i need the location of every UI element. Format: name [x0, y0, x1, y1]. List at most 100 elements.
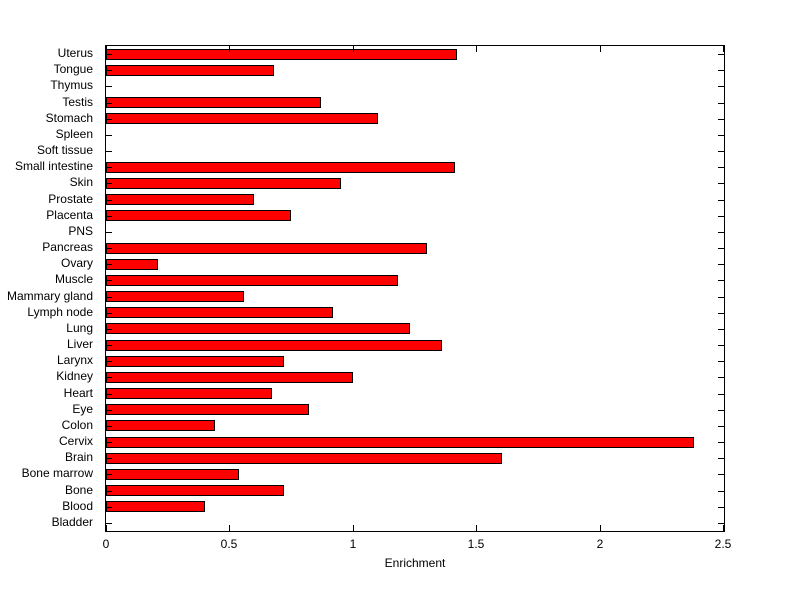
y-tick-label: Lymph node [27, 305, 93, 319]
bar-prostate [106, 194, 254, 205]
bar-ovary [106, 259, 158, 270]
y-tick-right [718, 135, 724, 136]
y-tick-left [106, 410, 112, 411]
y-tick-right [718, 167, 724, 168]
y-tick-label: Uterus [57, 46, 93, 60]
x-tick-bottom [106, 525, 107, 531]
y-tick-left [106, 183, 112, 184]
y-tick-left [106, 426, 112, 427]
y-tick-label: Lung [66, 321, 93, 335]
bar-bone-marrow [106, 469, 239, 480]
y-tick-right [718, 280, 724, 281]
y-tick-left [106, 103, 112, 104]
bar-small-intestine [106, 162, 455, 173]
bar-liver [106, 340, 442, 351]
y-tick-right [718, 491, 724, 492]
bar-skin [106, 178, 341, 189]
y-tick-right [718, 103, 724, 104]
y-tick-label: Blood [62, 499, 93, 513]
y-tick-label: Cervix [58, 434, 93, 448]
y-tick-right [718, 474, 724, 475]
y-tick-label: Pancreas [42, 240, 93, 254]
y-tick-label: Tongue [53, 62, 93, 76]
y-tick-left [106, 523, 112, 524]
y-tick-right [718, 361, 724, 362]
bar-testis [106, 97, 321, 108]
bar-placenta [106, 210, 291, 221]
bar-heart [106, 388, 272, 399]
y-tick-left [106, 458, 112, 459]
y-tick-right [718, 410, 724, 411]
y-tick-left [106, 200, 112, 201]
x-tick-bottom [353, 525, 354, 531]
y-axis-labels: Uterus Tongue Thymus Testis Stomach Spleen Sof… [0, 45, 100, 532]
y-tick-left [106, 491, 112, 492]
x-tick-top [600, 46, 601, 52]
y-tick-label: Ovary [60, 256, 93, 270]
y-tick-left [106, 377, 112, 378]
y-tick-left [106, 232, 112, 233]
y-tick-label: PNS [68, 224, 93, 238]
y-tick-left [106, 135, 112, 136]
y-tick-label: Skin [69, 175, 93, 189]
bar-colon [106, 420, 215, 431]
y-tick-right [718, 313, 724, 314]
y-tick-label: Muscle [54, 272, 93, 286]
x-tick-top [229, 46, 230, 52]
x-tick-bottom [600, 525, 601, 531]
y-tick-label: Bone marrow [21, 466, 93, 480]
y-tick-label: Heart [63, 386, 93, 400]
y-tick-right [718, 200, 724, 201]
y-tick-right [718, 523, 724, 524]
y-tick-left [106, 345, 112, 346]
y-tick-left [106, 264, 112, 265]
y-tick-left [106, 329, 112, 330]
x-tick-label: 1.5 [467, 537, 485, 551]
y-tick-left [106, 442, 112, 443]
y-tick-left [106, 119, 112, 120]
y-tick-left [106, 54, 112, 55]
bar-uterus [106, 49, 457, 60]
y-tick-right [718, 458, 724, 459]
y-tick-label: Prostate [48, 192, 93, 206]
x-tick-label: 2.5 [714, 537, 732, 551]
y-tick-right [718, 232, 724, 233]
x-tick-label: 2 [596, 537, 604, 551]
y-tick-right [718, 377, 724, 378]
bar-brain [106, 453, 502, 464]
bar-cervix [106, 437, 694, 448]
y-tick-right [718, 426, 724, 427]
bar-kidney [106, 372, 353, 383]
y-tick-right [718, 248, 724, 249]
x-tick-top [723, 46, 724, 52]
bar-larynx [106, 356, 284, 367]
y-tick-right [718, 297, 724, 298]
y-tick-label: Soft tissue [36, 143, 93, 157]
y-tick-label: Brain [64, 450, 93, 464]
y-tick-left [106, 86, 112, 87]
y-tick-left [106, 248, 112, 249]
y-tick-right [718, 329, 724, 330]
bar-mammary-gland [106, 291, 244, 302]
y-tick-right [718, 442, 724, 443]
y-tick-label: Stomach [45, 111, 93, 125]
y-tick-right [718, 86, 724, 87]
y-tick-label: Colon [61, 418, 93, 432]
bar-blood [106, 501, 205, 512]
x-tick-top [106, 46, 107, 52]
y-tick-label: Thymus [50, 78, 93, 92]
bar-lung [106, 323, 410, 334]
y-tick-label: Bone [64, 483, 93, 497]
x-axis-title: Enrichment [384, 556, 446, 570]
y-tick-right [718, 70, 724, 71]
y-tick-right [718, 394, 724, 395]
plot-area [105, 45, 725, 532]
y-tick-label: Small intestine [14, 159, 93, 173]
y-tick-left [106, 297, 112, 298]
x-tick-bottom [723, 525, 724, 531]
bar-muscle [106, 275, 398, 286]
y-tick-label: Spleen [55, 127, 93, 141]
y-tick-left [106, 507, 112, 508]
y-tick-label: Mammary gland [6, 289, 93, 303]
